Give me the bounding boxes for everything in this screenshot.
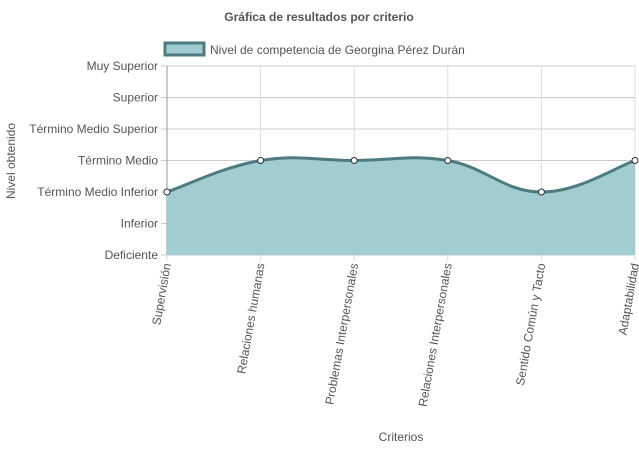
x-tick-label: Relaciones humanas [234, 262, 267, 375]
series-area-fill [167, 157, 635, 255]
y-axis-tick-labels: Deficiente Inferior Término Medio Inferior… [29, 59, 158, 262]
x-axis-tick-labels: Supervisión Relaciones humanas Problemas I… [149, 262, 639, 408]
y-tick-label: Término Medio Superior [29, 122, 158, 136]
x-tick-label: Problemas Interpersonales [322, 262, 361, 406]
y-tick-label: Término Medio [78, 154, 158, 168]
legend-label: Nivel de competencia de Georgina Pérez D… [210, 43, 465, 57]
data-point[interactable] [537, 188, 545, 196]
x-tick-label: Relaciones Interpersonales [416, 262, 455, 408]
area-series [166, 156, 636, 255]
y-tick-label: Inferior [121, 217, 158, 231]
data-point[interactable] [444, 157, 452, 164]
y-tick-label: Superior [113, 91, 158, 105]
x-tick-label: Supervisión [149, 262, 174, 326]
data-point[interactable] [350, 157, 358, 164]
y-tick-label: Término Medio Inferior [37, 185, 158, 199]
x-tick-label: Adaptabilidad [616, 262, 639, 336]
legend-swatch [163, 41, 206, 57]
y-tick-label: Deficiente [105, 248, 159, 262]
data-point[interactable] [631, 157, 639, 164]
y-axis-title: Nivel obtenido [4, 123, 18, 199]
chart-title: Gráfica de resultados por criterio [224, 10, 413, 24]
series-line [166, 156, 636, 194]
y-tick-label: Muy Superior [87, 59, 158, 73]
data-point[interactable] [163, 188, 171, 196]
legend[interactable]: Nivel de competencia de Georgina Pérez D… [163, 41, 465, 57]
data-point[interactable] [257, 157, 265, 164]
x-axis-title: Criterios [379, 430, 424, 444]
x-tick-label: Sentido Común y Tacto [513, 262, 548, 387]
data-points [163, 157, 639, 196]
